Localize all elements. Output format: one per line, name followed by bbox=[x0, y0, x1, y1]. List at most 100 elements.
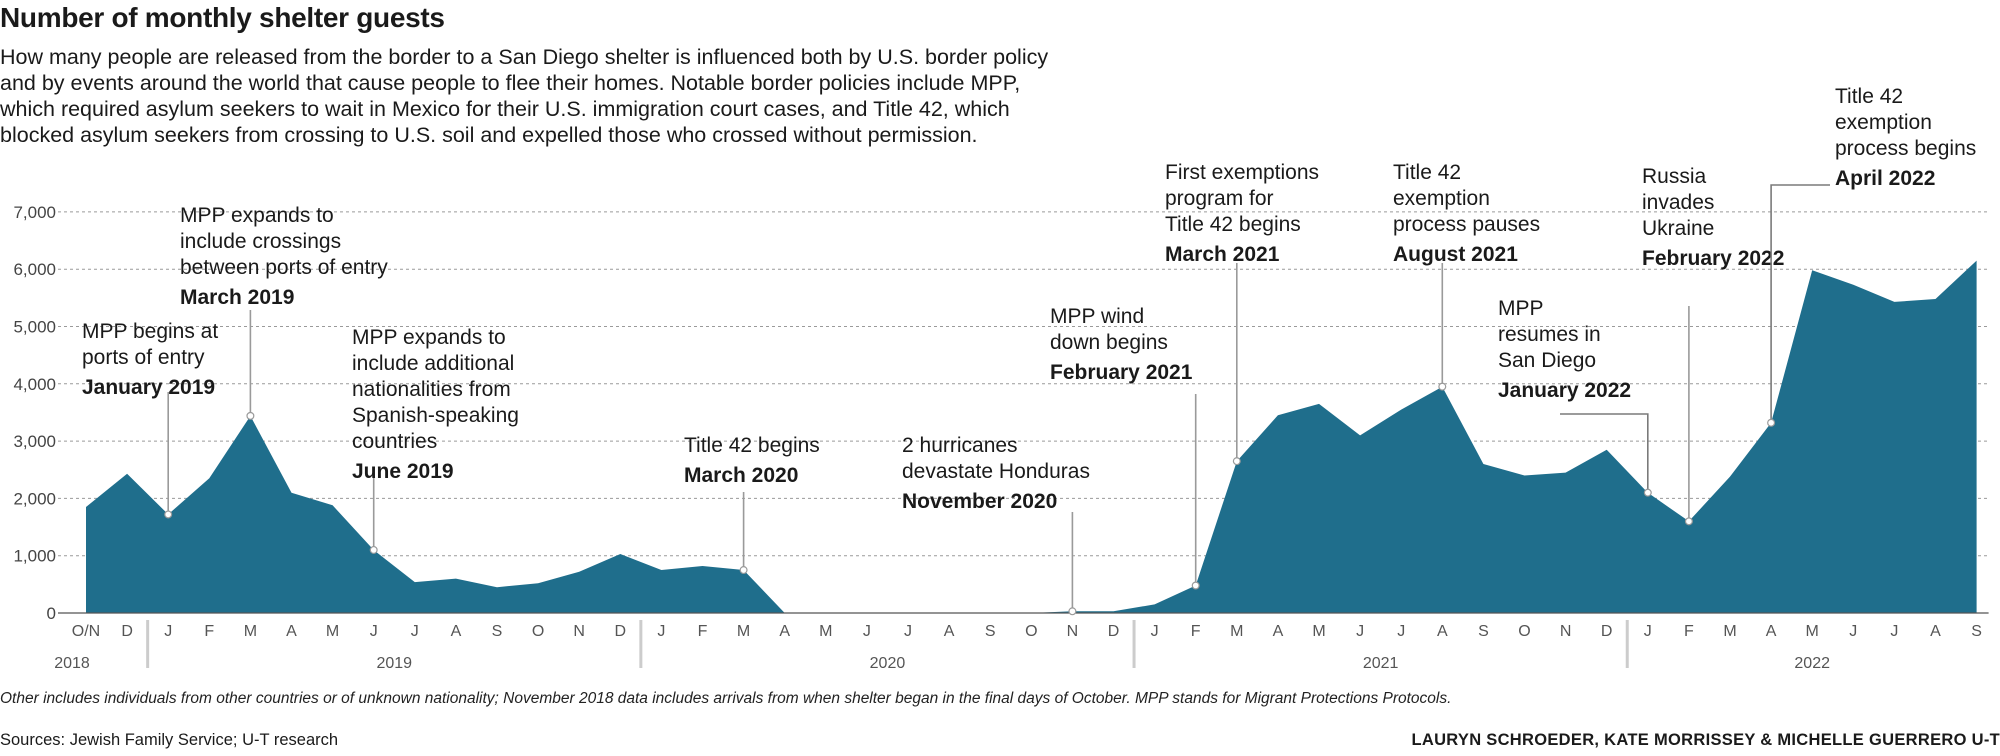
annotation: MPP expands to include crossings between p… bbox=[180, 204, 388, 420]
annotation-date: June 2019 bbox=[352, 460, 454, 483]
annotation-leader bbox=[1770, 184, 1830, 423]
x-tick-label: M bbox=[819, 623, 832, 640]
x-tick-label: M bbox=[1312, 623, 1325, 640]
x-tick-label: A bbox=[779, 623, 790, 640]
x-tick-label: F bbox=[698, 623, 708, 640]
annotation-text: between ports of entry bbox=[180, 256, 388, 279]
x-tick-label: A bbox=[1273, 623, 1284, 640]
x-tick-label: A bbox=[944, 623, 955, 640]
annotation-point-marker bbox=[1232, 457, 1241, 466]
annotation: MPP expands to include additional national… bbox=[352, 326, 519, 554]
x-tick-label: A bbox=[286, 623, 297, 640]
credit-line: LAURYN SCHROEDER, KATE MORRISSEY & MICHE… bbox=[1411, 731, 2000, 749]
annotation: Title 42 exemption process begins April 202… bbox=[1767, 85, 1976, 427]
annotation: MPP wind down begins February 2021 bbox=[1050, 305, 1200, 590]
annotation-point-marker bbox=[246, 411, 255, 420]
annotation: First exemptions program for Title 42 begi… bbox=[1165, 161, 1319, 466]
x-tick-label: S bbox=[985, 623, 996, 640]
annotation-text: resumes in bbox=[1498, 323, 1601, 346]
y-tick-label: 7,000 bbox=[13, 203, 56, 222]
x-tick-label: O bbox=[1025, 623, 1037, 640]
annotation: MPP begins at ports of entry January 2019 bbox=[82, 320, 218, 519]
x-tick-label: D bbox=[615, 623, 627, 640]
axes: 0 1,000 2,000 3,000 4,000 5,000 6,000 7,000 O/N D… bbox=[13, 203, 1989, 672]
annotation-date: August 2021 bbox=[1393, 243, 1518, 266]
y-tick-label: 4,000 bbox=[13, 375, 56, 394]
annotation-date: January 2022 bbox=[1498, 379, 1631, 402]
annotation-date: November 2020 bbox=[902, 490, 1057, 513]
annotation-text: exemption bbox=[1393, 187, 1490, 210]
y-tick-label: 0 bbox=[47, 604, 56, 623]
plot-area bbox=[86, 260, 1977, 613]
x-tick-label: M bbox=[1723, 623, 1736, 640]
y-tick-label: 6,000 bbox=[13, 260, 56, 279]
annotation: Title 42 begins March 2020 bbox=[684, 434, 820, 575]
x-tick-label: S bbox=[492, 623, 503, 640]
annotation-text: First exemptions bbox=[1165, 161, 1319, 184]
annotation-text: Russia bbox=[1642, 165, 1707, 188]
annotation-date: April 2022 bbox=[1835, 167, 1935, 190]
x-tick-label: J bbox=[1397, 623, 1405, 640]
x-tick-label: O bbox=[1518, 623, 1530, 640]
annotation-date: March 2020 bbox=[684, 464, 798, 487]
annotation-point-marker bbox=[369, 545, 378, 554]
year-label: 2020 bbox=[870, 655, 906, 672]
x-tick-label: J bbox=[1644, 623, 1652, 640]
annotation-point-marker bbox=[1191, 581, 1200, 590]
annotation-date: February 2022 bbox=[1642, 247, 1784, 270]
y-tick-label: 2,000 bbox=[13, 489, 56, 508]
x-tick-label: A bbox=[1766, 623, 1777, 640]
year-label: 2022 bbox=[1794, 655, 1830, 672]
annotation-date: March 2021 bbox=[1165, 243, 1280, 266]
annotation-date: February 2021 bbox=[1050, 361, 1193, 384]
description-line: and by events around the world that caus… bbox=[0, 71, 1021, 95]
shelter-guests-area bbox=[86, 260, 1977, 613]
x-tick-label: N bbox=[1067, 623, 1079, 640]
x-tick-label: J bbox=[164, 623, 172, 640]
annotation-text: MPP expands to bbox=[180, 204, 334, 227]
annotation: MPP resumes in San Diego January 2022 bbox=[1498, 297, 1652, 497]
annotation-text: Title 42 bbox=[1393, 161, 1461, 184]
x-tick-label: S bbox=[1478, 623, 1489, 640]
annotation-text: ports of entry bbox=[82, 346, 205, 369]
x-tick-label: D bbox=[1601, 623, 1613, 640]
x-tick-label: J bbox=[1890, 623, 1898, 640]
x-tick-label: O/N bbox=[72, 623, 100, 640]
description-line: blocked asylum seekers from crossing to … bbox=[0, 123, 978, 147]
x-tick-label: F bbox=[1191, 623, 1201, 640]
annotation-text: program for bbox=[1165, 187, 1274, 210]
x-tick-label: J bbox=[370, 623, 378, 640]
annotation-point-marker bbox=[164, 510, 173, 519]
description-line: which required asylum seekers to wait in… bbox=[0, 97, 1010, 121]
annotation-text: 2 hurricanes bbox=[902, 434, 1018, 457]
x-tick-label: J bbox=[1356, 623, 1364, 640]
annotation-text: Title 42 begins bbox=[1165, 213, 1301, 236]
annotation: Russia invades Ukraine February 2022 bbox=[1642, 165, 1784, 526]
annotation-text: down begins bbox=[1050, 331, 1168, 354]
annotation-date: March 2019 bbox=[180, 286, 294, 309]
annotation-text: include crossings bbox=[180, 230, 341, 253]
chart-title: Number of monthly shelter guests bbox=[0, 2, 445, 33]
x-tick-label: J bbox=[1849, 623, 1857, 640]
annotation-text: nationalities from bbox=[352, 378, 511, 401]
annotation-text: process pauses bbox=[1393, 213, 1540, 236]
x-tick-label: M bbox=[244, 623, 257, 640]
year-label: 2018 bbox=[54, 655, 90, 672]
annotation-text: exemption bbox=[1835, 111, 1932, 134]
chart-description: How many people are released from the bo… bbox=[0, 44, 1290, 148]
annotation: 2 hurricanes devastate Honduras November 2… bbox=[902, 434, 1090, 616]
annotation-leader bbox=[1560, 413, 1649, 493]
annotation-text: Ukraine bbox=[1642, 217, 1714, 240]
y-tick-label: 3,000 bbox=[13, 432, 56, 451]
description-line: How many people are released from the bo… bbox=[0, 45, 1049, 69]
x-tick-label: J bbox=[1151, 623, 1159, 640]
y-tick-label: 1,000 bbox=[13, 547, 56, 566]
annotation-text: process begins bbox=[1835, 137, 1976, 160]
annotation-text: San Diego bbox=[1498, 349, 1596, 372]
annotation-point-marker bbox=[1438, 382, 1447, 391]
x-tick-label: M bbox=[326, 623, 339, 640]
annotation-text: Title 42 begins bbox=[684, 434, 820, 457]
annotation-point-marker bbox=[1767, 418, 1776, 427]
annotation-text: MPP begins at bbox=[82, 320, 218, 343]
